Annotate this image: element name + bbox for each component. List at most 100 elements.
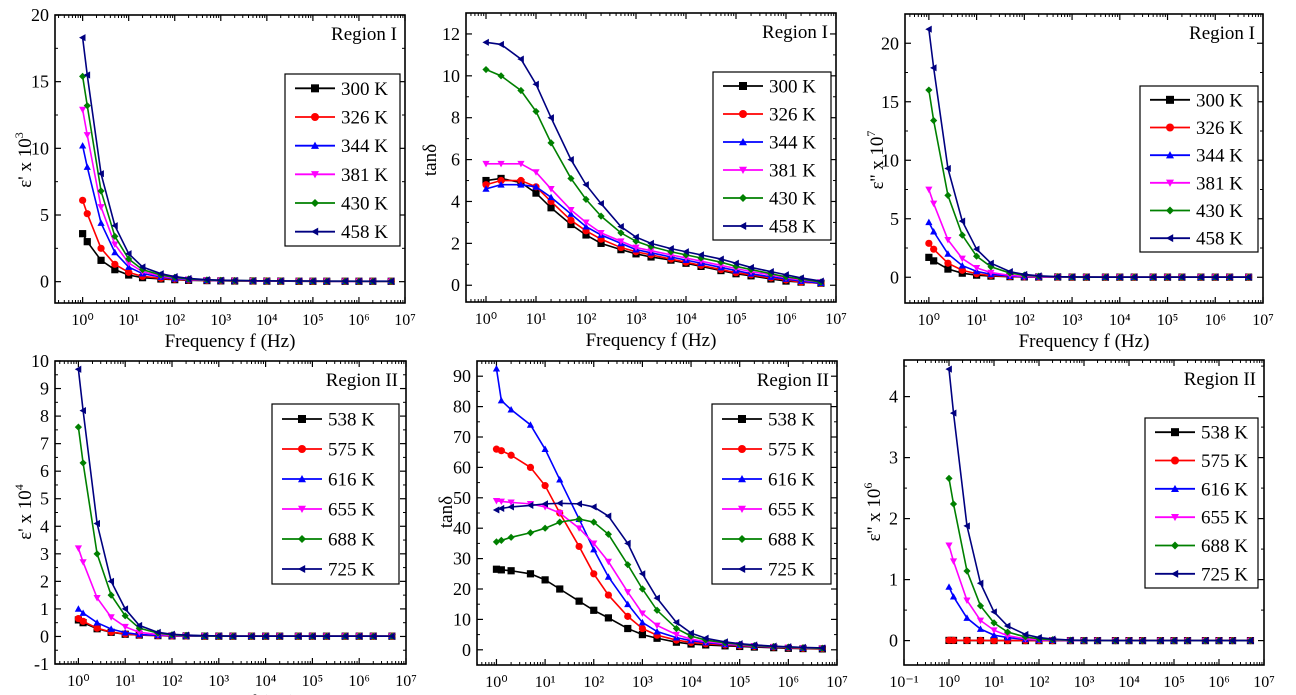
marker-triangle-down [532, 169, 540, 176]
x-axis-label: Frequency f (Hz) [165, 331, 296, 352]
legend-box [271, 403, 400, 585]
y-tick-label: 6 [40, 461, 49, 481]
y-axis-label-base: ε' x 10 [15, 490, 36, 539]
legend-entry: 688 K [768, 530, 815, 551]
legend-box [284, 73, 401, 247]
marker-triangle-up [79, 609, 87, 616]
marker-circle [944, 259, 952, 267]
marker-triangle-left [647, 239, 654, 247]
marker-diamond [482, 65, 490, 74]
marker-square [547, 204, 555, 212]
marker-triangle-left [121, 605, 129, 613]
marker-triangle-left [135, 621, 143, 630]
marker-triangle-down [93, 595, 101, 602]
marker-square [97, 256, 105, 264]
marker-triangle-left [604, 512, 612, 520]
y-tick-label: 90 [453, 366, 471, 386]
marker-triangle-down [597, 230, 605, 237]
marker-triangle-left [154, 628, 161, 636]
marker-diamond [739, 194, 747, 202]
marker-square [624, 624, 632, 633]
panel-5: 10⁰ 10¹ 10² 10³ 10⁴ 10⁵ 10⁶ 10⁷ 0 10 20 30 40 50 60 70 8… [436, 360, 848, 695]
marker-diamond [575, 515, 583, 523]
marker-triangle-down [1003, 632, 1012, 640]
legend-entry: 616 K [328, 470, 375, 491]
y-axis-label: ε'' x 106 [861, 483, 885, 542]
marker-diamond [925, 86, 933, 94]
marker-triangle-left [1226, 273, 1233, 281]
marker-triangle-left [497, 40, 504, 49]
x-tick-label: 10⁷ [395, 673, 417, 690]
marker-triangle-up [925, 218, 933, 226]
marker-diamond [526, 529, 535, 537]
y-tick-label: 2 [889, 509, 898, 529]
marker-square [582, 231, 590, 239]
marker-circle [79, 617, 87, 625]
marker-circle [517, 176, 525, 185]
y-tick-label: 5 [40, 205, 49, 225]
x-tick-label: 10⁴ [1109, 312, 1131, 329]
marker-diamond [963, 567, 971, 575]
y-tick-label: 60 [453, 457, 471, 477]
y-tick-label: 10 [453, 609, 471, 629]
marker-diamond [107, 591, 115, 599]
marker-triangle-left [1130, 273, 1138, 281]
marker-triangle-up [107, 625, 115, 632]
marker-diamond [653, 606, 661, 614]
y-axis-label: tanδ [436, 496, 457, 528]
marker-diamond [949, 500, 958, 508]
x-axis-label: Frequency f (Hz) [1019, 331, 1150, 352]
marker-triangle-left [1156, 637, 1164, 645]
marker-triangle-down [949, 558, 958, 565]
y-tick-label: 10 [31, 138, 49, 158]
legend-box [1139, 85, 1259, 253]
marker-triangle-left [369, 632, 377, 640]
marker-square [83, 238, 91, 246]
marker-triangle-left [277, 277, 284, 285]
marker-triangle-left [369, 277, 376, 285]
legend-entry: 381 K [1196, 173, 1243, 194]
marker-triangle-down [121, 623, 129, 631]
marker-diamond [497, 536, 505, 544]
y-tick-label: 0 [889, 631, 898, 651]
x-tick-label: 10⁴ [255, 673, 277, 690]
marker-triangle-down [517, 160, 525, 168]
legend-entry: 538 K [328, 410, 375, 431]
marker-triangle-down [74, 545, 82, 552]
legend-entry: 725 K [768, 560, 815, 581]
marker-triangle-left [547, 114, 554, 122]
marker-triangle-left [262, 632, 269, 640]
marker-square [638, 631, 647, 639]
marker-triangle-down [556, 510, 564, 517]
series-725-K [74, 365, 395, 640]
marker-triangle-up [949, 593, 958, 600]
marker-triangle-left [532, 80, 539, 88]
marker-circle [976, 636, 985, 645]
y-tick-label: 20 [31, 5, 49, 25]
marker-triangle-down [1171, 513, 1179, 522]
y-tick-label: 8 [451, 108, 460, 128]
marker-circle [1166, 123, 1174, 132]
x-tick-label: 10⁰ [485, 674, 507, 691]
marker-triangle-down [107, 614, 115, 621]
marker-circle [97, 244, 105, 252]
marker-triangle-left [767, 268, 774, 276]
marker-triangle-left [945, 365, 952, 373]
legend: 300 K 326 K 344 K 381 K 430 K 458 K [284, 73, 401, 247]
marker-triangle-left [958, 217, 966, 225]
marker-triangle-up [532, 183, 540, 190]
legend-entry: 344 K [341, 136, 388, 157]
marker-triangle-left [624, 539, 631, 547]
marker-diamond [1003, 628, 1012, 636]
marker-triangle-up [653, 627, 661, 635]
marker-circle [497, 447, 505, 455]
marker-triangle-left [295, 277, 302, 285]
plot-frame [54, 14, 406, 304]
y-tick-label: 0 [40, 272, 49, 292]
marker-triangle-down [311, 171, 319, 179]
marker-triangle-left [653, 594, 660, 602]
y-axis-label: ε' x 103 [12, 132, 36, 187]
marker-triangle-left [276, 632, 283, 640]
marker-triangle-up [298, 475, 306, 483]
y-tick-label: 4 [889, 387, 898, 407]
